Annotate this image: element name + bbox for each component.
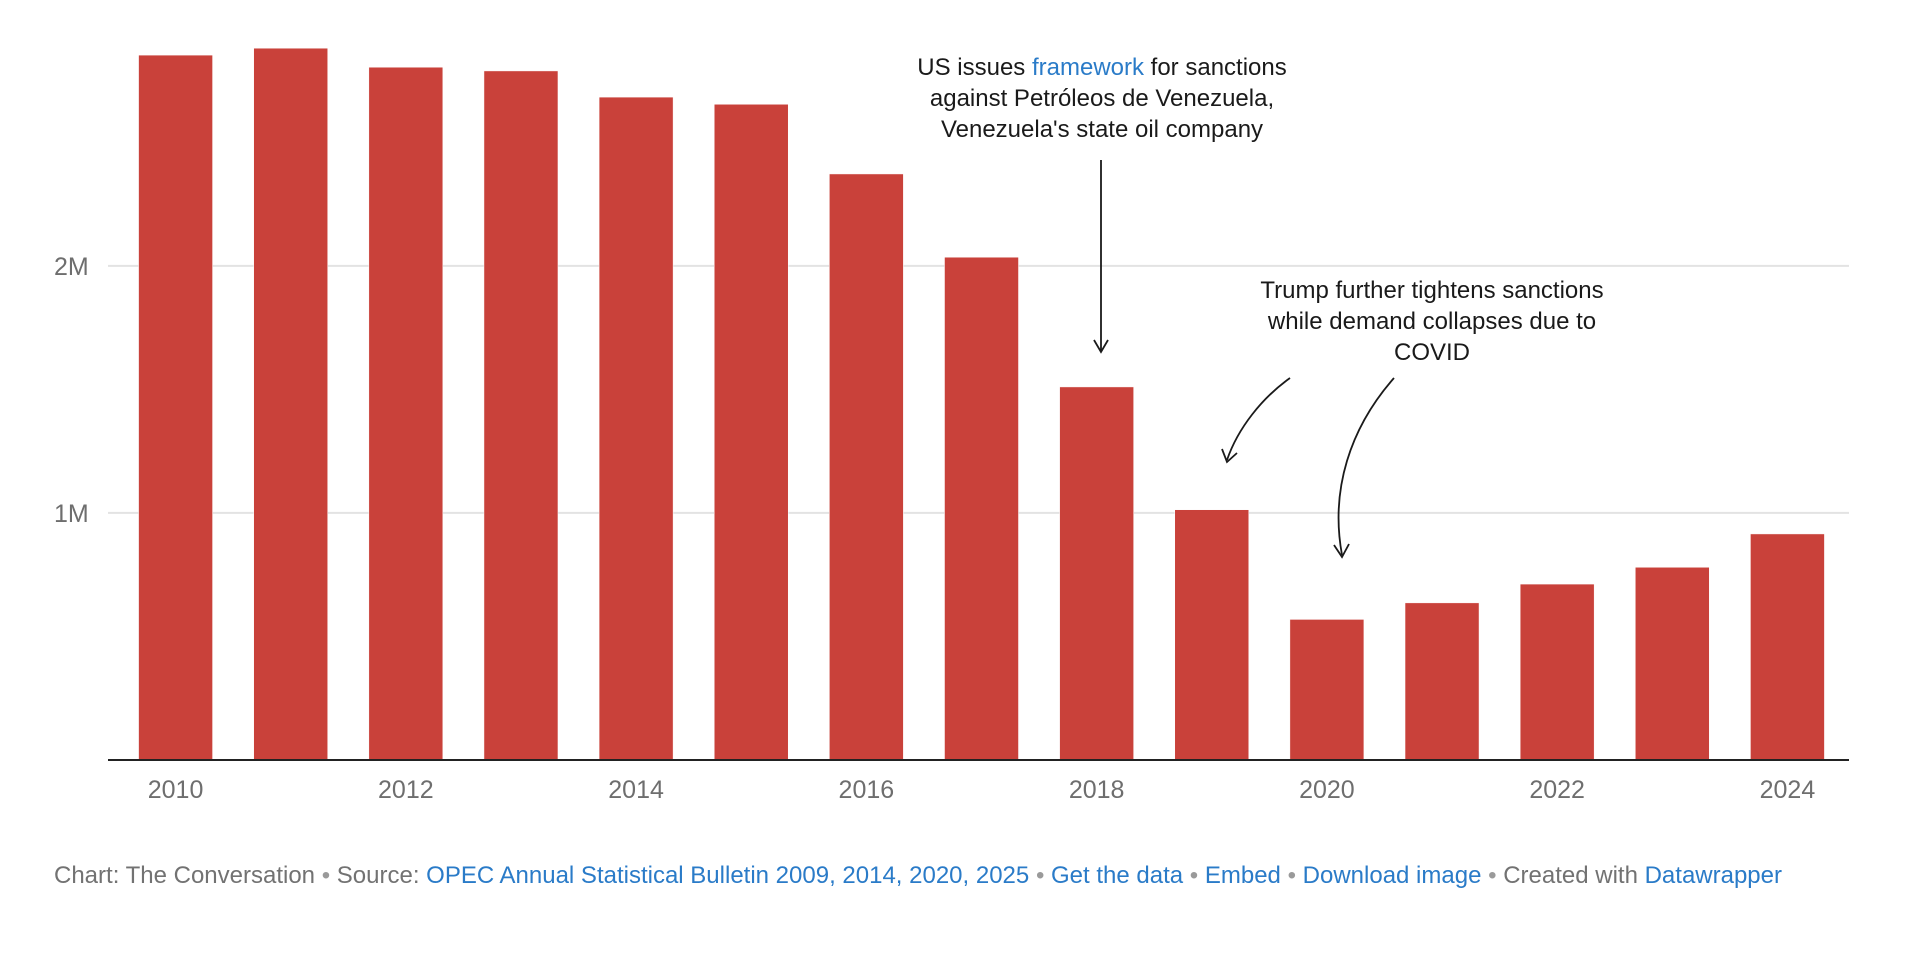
bar-2012[interactable] [368,66,444,761]
x-tick-label: 2014 [608,776,664,804]
framework-link[interactable]: framework [1032,54,1145,81]
bar-2013[interactable] [483,70,559,761]
source-label: Source: [336,862,420,889]
y-tick-label: 1M [54,500,89,528]
bar-2016[interactable] [829,173,904,761]
bar-2019[interactable] [1174,509,1250,761]
separator: • [321,862,331,889]
bar-chart: 1M 2M 2010 2012 2014 2016 2018 2020 2022 2024 US… [54,47,1849,804]
annotation-1-line-2: against Petróleos de Venezuela, [930,85,1274,112]
annotation-sanctions-framework: US issues framework for sanctions agains… [917,54,1287,354]
x-tick-label: 2016 [839,776,895,804]
datawrapper-link[interactable]: Datawrapper [1644,862,1782,889]
separator: • [1189,862,1199,889]
x-tick-label: 2024 [1760,776,1816,804]
separator: • [1488,862,1497,889]
bars [138,47,1825,761]
bar-2023[interactable] [1635,567,1710,761]
annotation-2-arrowhead-right-icon [1333,543,1350,559]
separator: • [1035,862,1045,889]
y-tick-label: 2M [54,253,89,281]
created-with-label: Created with [1503,862,1638,889]
x-tick-label: 2022 [1529,776,1585,804]
annotation-2-line-2: while demand collapses due to [1267,308,1596,335]
bar-2021[interactable] [1404,602,1480,761]
y-axis-ticks: 1M 2M [54,253,89,528]
annotation-covid-sanctions: Trump further tightens sanctions while d… [1221,277,1604,559]
chart-credit: Chart: The Conversation [54,862,316,889]
annotation-2-line-3: COVID [1394,339,1470,366]
embed-link[interactable]: Embed [1204,862,1281,889]
annotation-2-arrow-right [1337,377,1395,556]
bar-2018[interactable] [1059,386,1134,761]
source-link[interactable]: OPEC Annual Statistical Bulletin 2009, 2… [426,862,1030,889]
x-tick-label: 2018 [1069,776,1125,804]
x-axis-ticks: 2010 2012 2014 2016 2018 2020 2022 2024 [148,776,1816,804]
annotation-2-line-1: Trump further tightens sanctions [1260,277,1603,304]
annotation-1-line-3: Venezuela's state oil company [941,116,1263,143]
get-data-link[interactable]: Get the data [1051,862,1184,889]
bar-2010[interactable] [138,54,213,761]
annotation-1-line-1: US issues framework for sanctions [917,54,1286,81]
bar-2011[interactable] [253,47,328,761]
bar-2015[interactable] [713,104,789,761]
bar-2022[interactable] [1519,583,1595,761]
annotation-2-arrow-left [1226,377,1291,461]
annotation-2-arrowhead-left-icon [1221,448,1238,464]
bar-2014[interactable] [598,96,674,761]
chart-footer: Chart: The Conversation • Source: OPEC A… [54,860,1794,892]
x-tick-label: 2020 [1299,776,1355,804]
bar-2017[interactable] [944,256,1019,761]
x-tick-label: 2010 [148,776,204,804]
x-tick-label: 2012 [378,776,434,804]
separator: • [1287,862,1296,889]
annotation-1-arrowhead-icon [1093,339,1109,354]
bar-2024[interactable] [1750,533,1825,761]
bar-2020[interactable] [1289,619,1365,761]
download-image-link[interactable]: Download image [1302,862,1482,889]
